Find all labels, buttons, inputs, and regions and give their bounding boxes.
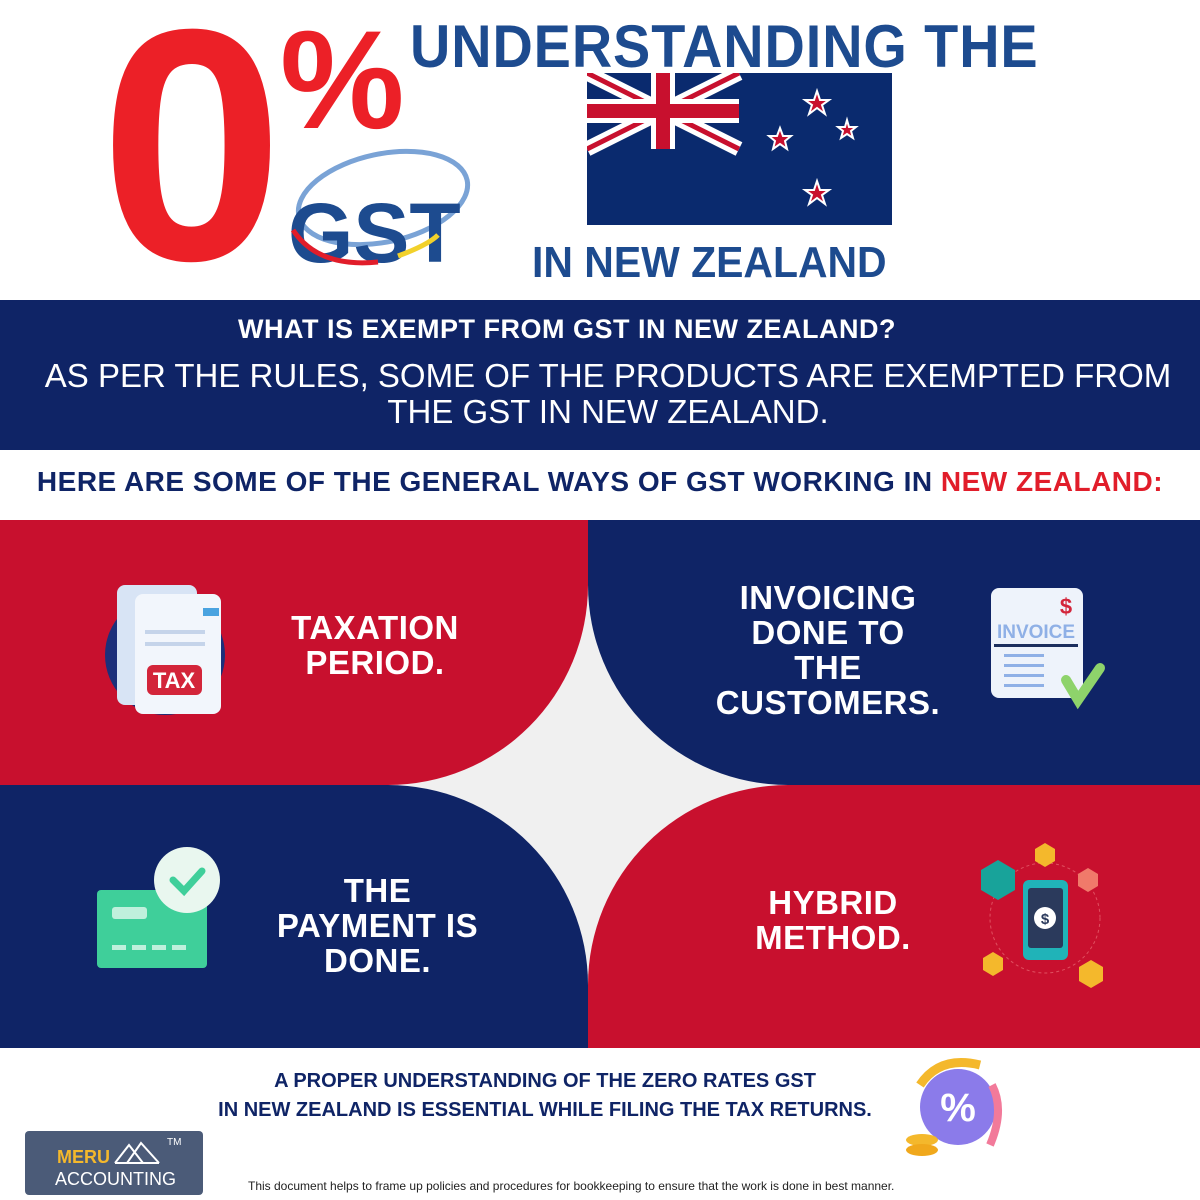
- quadrant-line: THE: [343, 872, 412, 909]
- quadrant-text: THE PAYMENT IS DONE.: [270, 873, 485, 978]
- ways-heading-highlight: NEW ZEALAND:: [940, 466, 1164, 497]
- quadrant-line: THE: [794, 649, 862, 686]
- disclaimer: This document helps to frame up policies…: [248, 1179, 895, 1193]
- footer-line1: A PROPER UNDERSTANDING OF THE ZERO RATES…: [274, 1070, 816, 1092]
- title-line2: IN NEW ZEALAND: [532, 238, 887, 287]
- quadrant-invoicing: INVOICING DONE TO THE CUSTOMERS. $ INVOI…: [588, 520, 1200, 785]
- exempt-band: WHAT IS EXEMPT FROM GST IN NEW ZEALAND? …: [0, 300, 1200, 450]
- tax-label: TAX: [153, 668, 196, 693]
- ways-heading-text: HERE ARE SOME OF THE GENERAL WAYS OF GST…: [36, 466, 941, 497]
- quadrant-line: INVOICING: [739, 579, 917, 616]
- dollar-symbol: $: [1060, 594, 1072, 619]
- quadrant-text: HYBRID METHOD.: [738, 885, 928, 955]
- gst-logo-text: GST: [288, 186, 461, 270]
- quadrant-text: INVOICING DONE TO THE CUSTOMERS.: [708, 580, 948, 720]
- dollar-symbol: $: [1041, 911, 1050, 928]
- quadrant-taxation-period: TAX TAXATION PERIOD.: [0, 520, 588, 785]
- quadrant-line: PERIOD.: [305, 644, 445, 681]
- logo-meru: MERU: [57, 1147, 110, 1167]
- footer-line2: IN NEW ZEALAND IS ESSENTIAL WHILE FILING…: [218, 1099, 872, 1121]
- exempt-answer: AS PER THE RULES, SOME OF THE PRODUCTS A…: [40, 358, 1176, 430]
- meru-accounting-logo: MERU TM ACCOUNTING: [25, 1131, 203, 1195]
- exempt-question: WHAT IS EXEMPT FROM GST IN NEW ZEALAND?: [238, 314, 896, 344]
- mobile-finance-icon: $: [981, 843, 1103, 988]
- quadrant-line: METHOD.: [755, 919, 911, 956]
- new-zealand-flag-icon: [587, 73, 892, 225]
- ways-heading: HERE ARE SOME OF THE GENERAL WAYS OF GST…: [0, 466, 1200, 498]
- title-line1: UNDERSTANDING THE: [410, 13, 1039, 80]
- quadrant-line: TAXATION: [291, 609, 459, 646]
- gst-logo-icon: GST: [288, 148, 471, 270]
- quadrant-line: HYBRID: [768, 884, 898, 921]
- invoice-label: INVOICE: [997, 622, 1075, 643]
- logo-tm: TM: [167, 1137, 182, 1148]
- exempt-answer-line1: AS PER THE RULES, SOME OF THE PRODUCTS A…: [44, 357, 1172, 394]
- logo-accounting: ACCOUNTING: [55, 1169, 176, 1189]
- percent-symbol: %: [940, 1086, 976, 1130]
- quadrant-line: CUSTOMERS.: [715, 684, 941, 721]
- quadrant-hybrid: HYBRID METHOD. $: [588, 785, 1200, 1048]
- exempt-answer-line2: THE GST IN NEW ZEALAND.: [387, 393, 829, 430]
- zero-numeral: 0: [100, 0, 284, 329]
- percent-sign: %: [280, 1, 405, 158]
- quadrant-text: TAXATION PERIOD.: [270, 610, 480, 680]
- quadrant-line: PAYMENT IS: [276, 907, 479, 944]
- quadrant-line: DONE.: [323, 942, 431, 979]
- quadrant-line: DONE TO: [751, 614, 905, 651]
- invoice-icon: $ INVOICE: [991, 588, 1105, 710]
- mountain-icon: [114, 1141, 160, 1164]
- payment-card-check-icon: [97, 847, 220, 968]
- tax-document-icon: TAX: [105, 585, 225, 715]
- percent-coins-icon: %: [906, 1058, 1003, 1156]
- quadrant-payment: THE PAYMENT IS DONE.: [0, 785, 588, 1048]
